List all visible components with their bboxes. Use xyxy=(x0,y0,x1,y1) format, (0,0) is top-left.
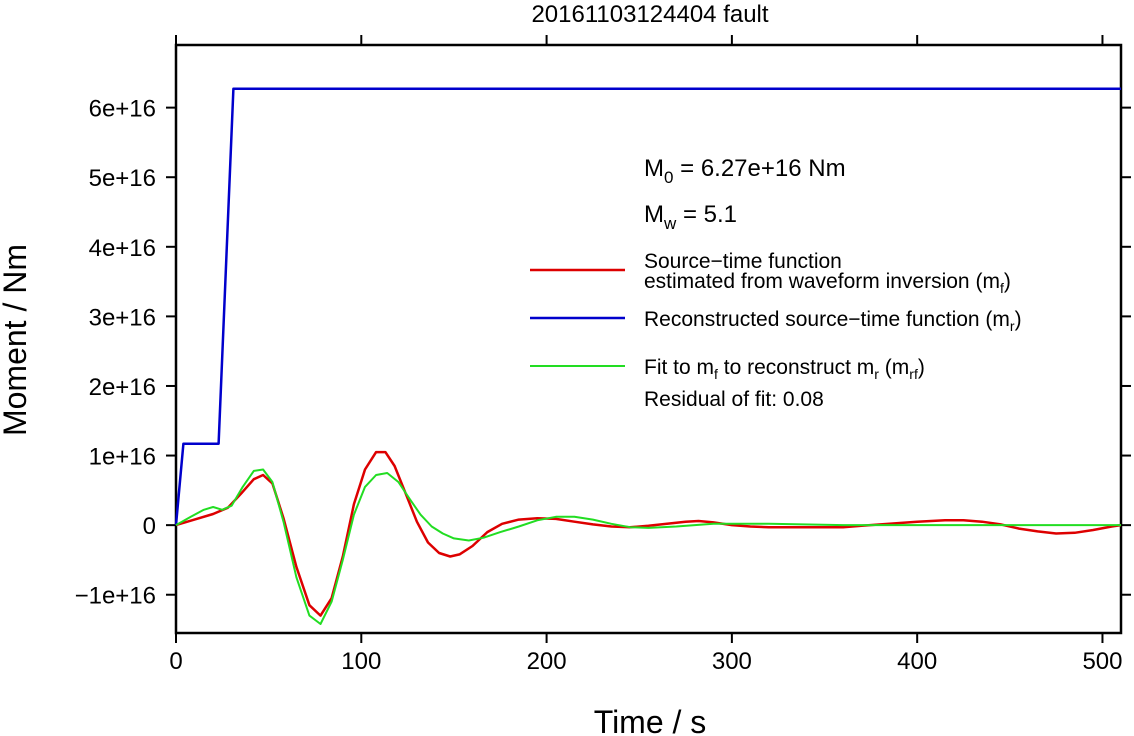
y-tick-label: 6e+16 xyxy=(89,96,156,123)
plot-frame xyxy=(174,43,1123,635)
y-axis-label: Moment / Nm xyxy=(0,244,33,436)
series-group xyxy=(174,87,1122,625)
legend-label-source-time-line1: Source−time function xyxy=(644,250,842,273)
series-line-1 xyxy=(175,450,1122,617)
mw-annotation: Mw = 5.1 xyxy=(644,201,737,233)
axis-ticks: 0 100 200 300 400 500 −1e+16 0 1e+16 2e+16 3e+16 4e… xyxy=(75,35,1131,675)
chart-title: 20161103124404 fault xyxy=(531,1,768,28)
legend-label-fit: Fit to mf to reconstruct mr (mrf) xyxy=(644,356,925,382)
x-tick-label: 100 xyxy=(341,648,381,675)
residual-annotation: Residual of fit: 0.08 xyxy=(644,388,824,411)
series-line-0 xyxy=(174,87,1121,526)
legend-label-reconstructed: Reconstructed source−time function (mr) xyxy=(644,308,1022,334)
y-tick-label: 0 xyxy=(143,513,156,540)
x-tick-label: 400 xyxy=(897,648,937,675)
x-axis-label: Time / s xyxy=(594,704,707,736)
legend-label-source-time-line2: estimated from waveform inversion (mf) xyxy=(644,270,1011,296)
y-tick-label: 5e+16 xyxy=(89,165,156,192)
series-line-2 xyxy=(175,468,1121,625)
legend: Source−time function estimated from wave… xyxy=(530,250,1022,411)
y-tick-label: −1e+16 xyxy=(75,583,156,610)
x-tick-label: 500 xyxy=(1082,648,1122,675)
y-tick-label: 2e+16 xyxy=(89,374,156,401)
x-tick-label: 300 xyxy=(712,648,752,675)
m0-annotation: M0 = 6.27e+16 Nm xyxy=(644,155,846,187)
x-tick-label: 0 xyxy=(169,648,182,675)
x-tick-label: 200 xyxy=(527,648,567,675)
y-tick-label: 1e+16 xyxy=(89,444,156,471)
y-tick-label: 4e+16 xyxy=(89,235,156,262)
y-tick-label: 3e+16 xyxy=(89,304,156,331)
